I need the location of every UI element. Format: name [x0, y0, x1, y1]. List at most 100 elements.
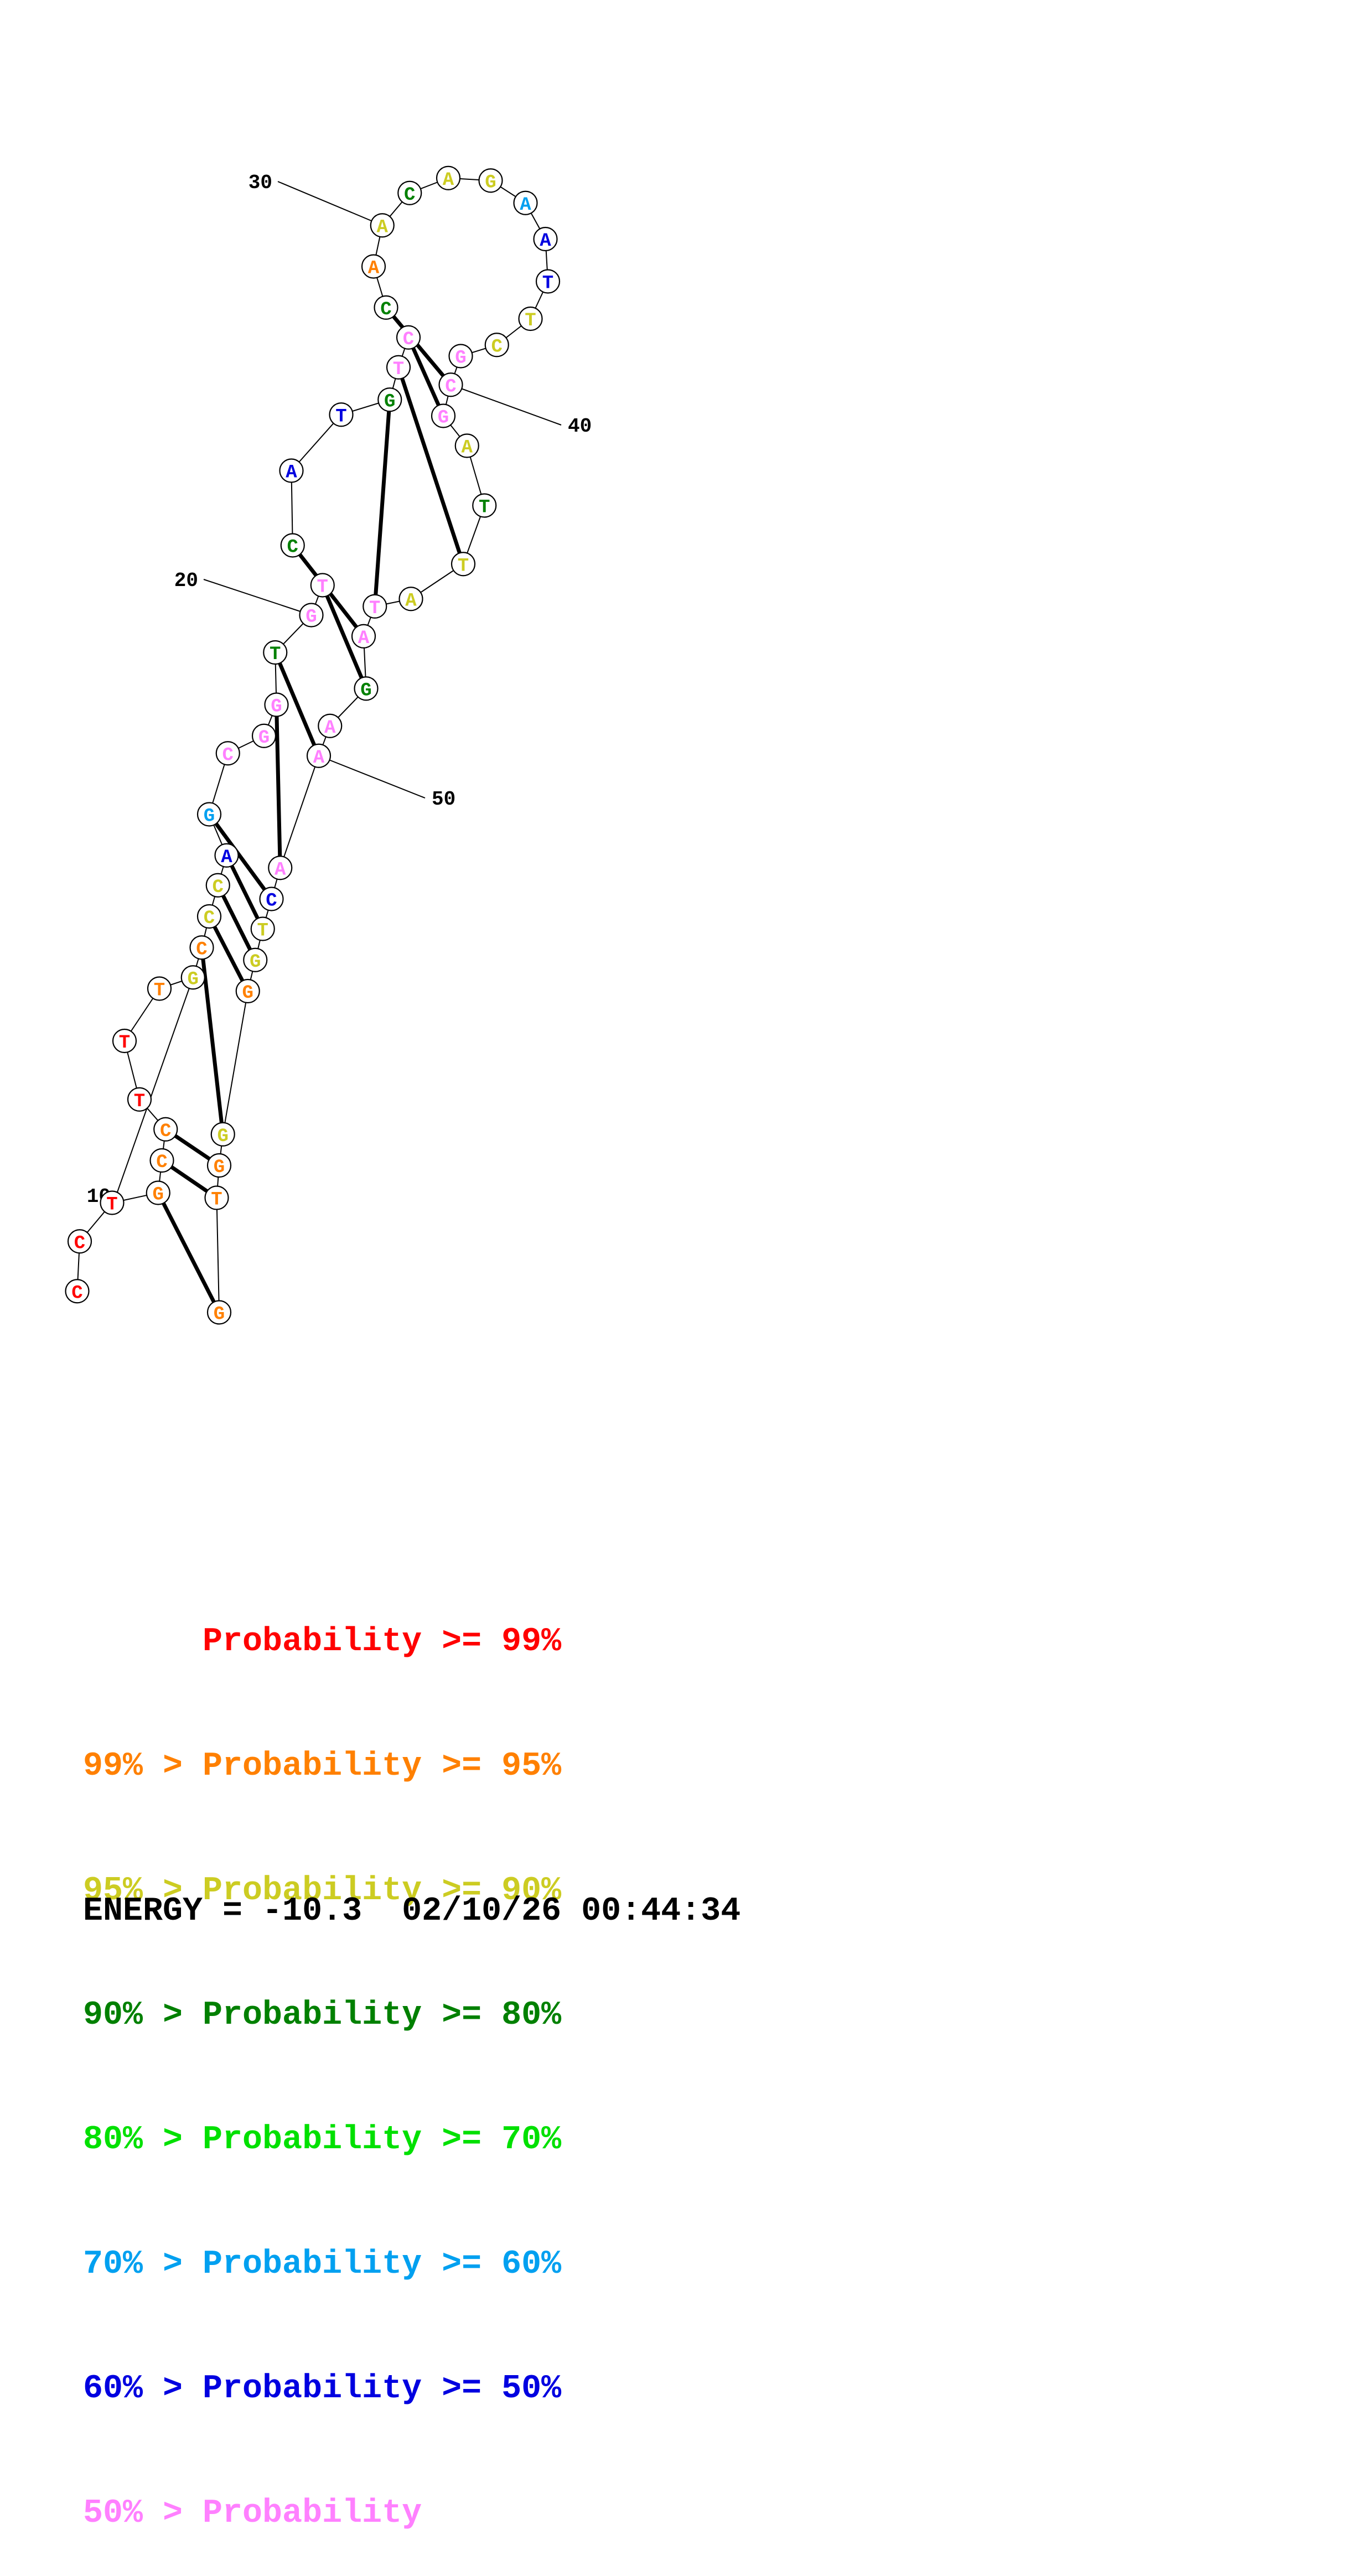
nucleotide-circle: [189, 935, 214, 960]
nucleotide: C: [215, 741, 240, 766]
nucleotide-letter: T: [525, 310, 536, 331]
nucleotide-letter: G: [438, 408, 449, 429]
nucleotide-letter: A: [275, 859, 286, 880]
nucleotide: G: [478, 168, 503, 193]
nucleotide: T: [112, 1028, 137, 1054]
nucleotide: T: [100, 1190, 125, 1216]
nucleotide-letter: G: [153, 1185, 164, 1206]
nucleotide: C: [374, 295, 398, 320]
nucleotide-letter: T: [393, 359, 404, 380]
nucleotide-circle: [259, 887, 284, 911]
nucleotide-circle: [180, 965, 205, 990]
nucleotide: G: [180, 965, 205, 990]
nucleotide-letter: C: [222, 745, 234, 766]
nucleotide: G: [354, 676, 379, 701]
nucleotide-letter: A: [221, 847, 232, 868]
nucleotide-circle: [196, 802, 222, 827]
nucleotide-circle: [210, 1122, 235, 1147]
nucleotide-circle: [436, 165, 461, 190]
nucleotide-letter: A: [358, 628, 370, 649]
legend-line-60: 70% > Probability >= 60%: [83, 2246, 562, 2283]
nucleotide-circle: [451, 552, 476, 577]
nucleotide-circle: [354, 676, 379, 701]
nucleotide-letter: A: [443, 170, 454, 191]
nucleotide: G: [431, 403, 456, 429]
nucleotide: T: [386, 355, 411, 380]
nucleotide-circle: [153, 1117, 178, 1142]
nucleotide-letter: T: [369, 598, 380, 619]
nucleotide: A: [436, 165, 461, 191]
nucleotide-circle: [196, 904, 222, 929]
nucleotide-letter: C: [287, 537, 298, 558]
nucleotide-letter: T: [335, 406, 346, 427]
base-pair-bond: [225, 854, 265, 930]
nucleotide-circle: [374, 295, 398, 320]
nucleotide-circle: [318, 713, 343, 738]
nucleotide-circle: [149, 1148, 174, 1173]
nucleotide-circle: [206, 1300, 232, 1325]
base-pair-bond: [207, 915, 250, 992]
position-label: 40: [568, 415, 592, 438]
nucleotide-circle: [100, 1190, 125, 1215]
nucleotide-letter: A: [377, 217, 389, 238]
nucleotide-circle: [65, 1279, 90, 1304]
nucleotide: C: [396, 325, 421, 350]
nucleotide: T: [535, 269, 561, 294]
nucleotide-circle: [112, 1028, 137, 1054]
nucleotide: G: [377, 387, 402, 412]
nucleotide: G: [206, 1300, 232, 1325]
nucleotide-circle: [250, 916, 275, 941]
energy-timestamp: ENERGY = -10.3 02/10/26 00:44:34: [83, 1893, 741, 1930]
nucleotide-letter: G: [218, 1126, 229, 1147]
base-pair-bond: [384, 306, 453, 386]
nucleotide: T: [518, 306, 543, 331]
nucleotide-letter: C: [445, 376, 456, 397]
nucleotide: C: [65, 1279, 90, 1304]
nucleotide-letter: C: [213, 877, 224, 898]
nucleotide-letter: T: [154, 981, 165, 1002]
nucleotide-circle: [279, 458, 304, 483]
nucleotide: G: [251, 723, 277, 749]
legend-line-below-50: 50% > Probability: [83, 2495, 422, 2532]
nucleotide-letter: C: [403, 329, 414, 350]
nucleotide-circle: [67, 1229, 92, 1254]
base-pair-bond: [396, 366, 465, 565]
nucleotide-circle: [535, 269, 561, 294]
nucleotide-circle: [204, 1185, 229, 1210]
nucleotide: T: [363, 594, 387, 619]
nucleotide-letter: A: [462, 438, 473, 459]
nucleotide-circle: [268, 856, 293, 880]
nucleotide: A: [318, 713, 343, 739]
nucleotide-circle: [306, 743, 332, 768]
nucleotide-letter: G: [188, 969, 199, 990]
nucleotide-letter: T: [119, 1033, 130, 1054]
nucleotide-circle: [431, 403, 456, 428]
nucleotide-circle: [235, 978, 260, 1004]
legend-line-80: 90% > Probability >= 80%: [83, 1997, 562, 2034]
base-pair-bond: [406, 336, 446, 417]
nucleotide: T: [263, 640, 288, 665]
base-pair-bond: [216, 884, 257, 961]
nucleotide-circle: [361, 254, 386, 279]
nucleotide: G: [243, 947, 268, 973]
backbone-segment: [279, 755, 319, 868]
nucleotide: A: [533, 226, 558, 252]
nucleotide: C: [153, 1117, 178, 1142]
nucleotide: A: [513, 190, 538, 216]
nucleotide-letter: G: [360, 680, 371, 701]
nucleotide-circle: [251, 723, 277, 748]
nucleotide: C: [196, 904, 222, 929]
nucleotide-letter: G: [455, 348, 466, 369]
nucleotide-circle: [310, 573, 335, 598]
nucleotide-circle: [146, 1180, 170, 1205]
nucleotide: C: [189, 935, 214, 960]
nucleotide-letter: A: [324, 718, 336, 739]
nucleotide: G: [235, 978, 260, 1004]
nucleotide-letter: T: [317, 577, 328, 598]
nucleotide-letter: T: [270, 644, 281, 665]
nucleotide-circle: [478, 168, 503, 193]
base-pair-bond: [320, 584, 368, 690]
nucleotide-letter: G: [271, 697, 282, 718]
nucleotide-letter: A: [368, 258, 380, 279]
